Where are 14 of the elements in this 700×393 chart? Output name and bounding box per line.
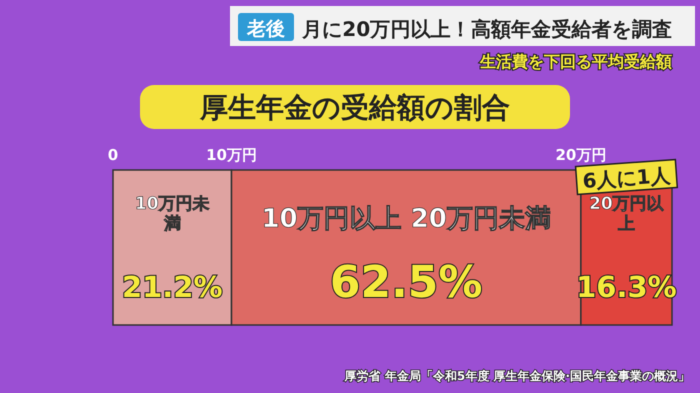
text: 20万円 xyxy=(555,146,606,164)
text: 生活費を下回る平均受給額 xyxy=(479,52,672,71)
annotation: 6人に1人 xyxy=(582,162,672,194)
chart-title: 厚生年金の受給額の割合 xyxy=(199,91,510,124)
text: 0 xyxy=(108,146,118,164)
text: 老後 xyxy=(246,18,285,40)
text: 月に20万円以上！高額年金受給者を調査 xyxy=(300,17,672,41)
series-label: 10万円以上 20万円未満 xyxy=(260,204,552,235)
series-label: 20万円以上 xyxy=(588,194,664,234)
series-label: 10万円未満 xyxy=(134,194,210,234)
text: 厚労省 年金局「令和5年度 厚生年金保険·国民年金事業の概況」 xyxy=(344,369,690,383)
data-label: 21.2% xyxy=(122,270,223,304)
data-label: 62.5% xyxy=(330,257,483,308)
text: 10万円 xyxy=(206,146,257,164)
